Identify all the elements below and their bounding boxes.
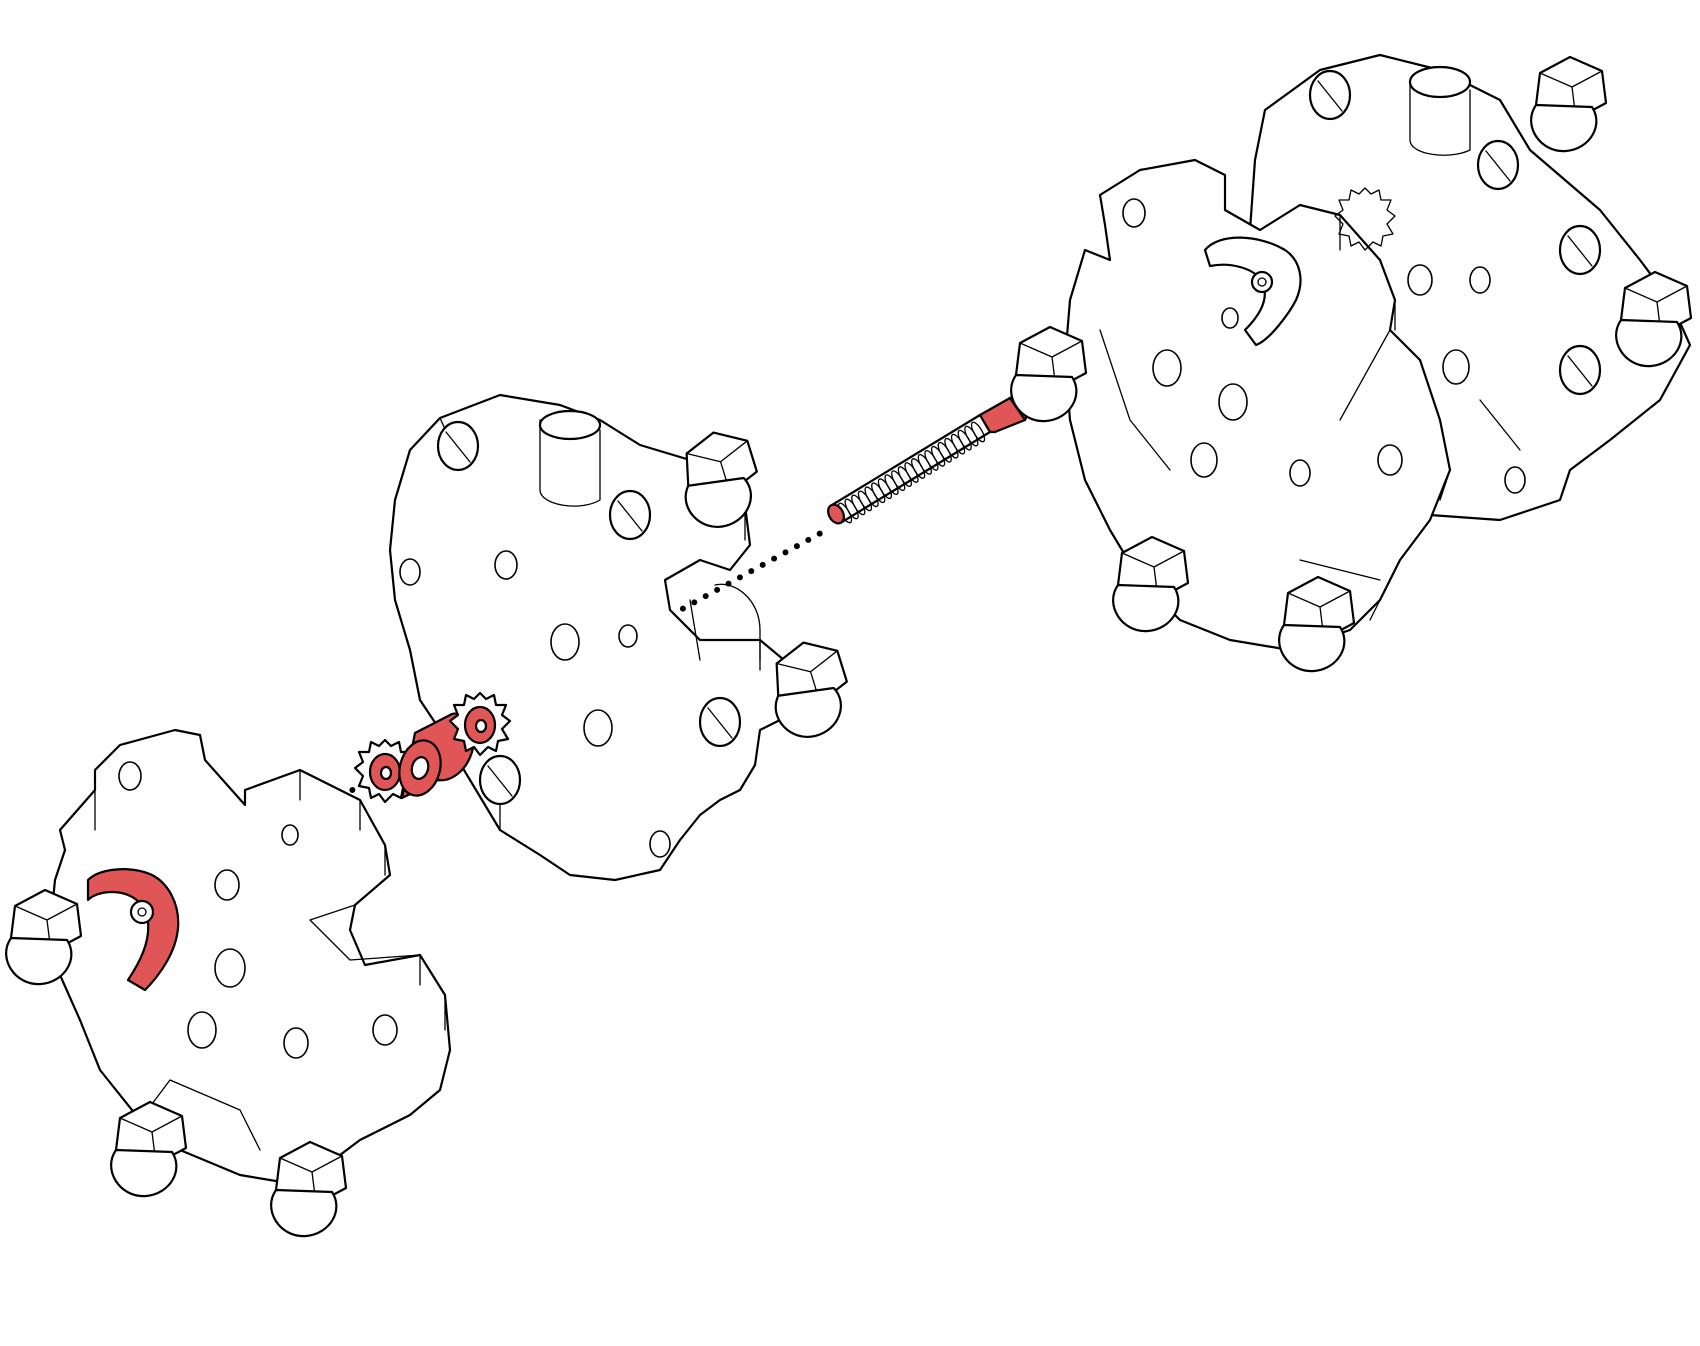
plate-hole	[214, 948, 246, 988]
rear-wheel-assembly	[1010, 53, 1693, 673]
plate-hole	[399, 558, 421, 586]
plate-hole	[372, 1014, 398, 1046]
plate-hole	[1407, 264, 1433, 296]
front-hub-plate	[5, 728, 452, 1238]
plate-hole	[649, 830, 671, 858]
plate-hole	[187, 1011, 217, 1049]
wing-nut	[86, 868, 180, 992]
wing-nut-outline	[1203, 236, 1302, 347]
screw-head	[1558, 224, 1602, 276]
plate-hole	[1122, 198, 1146, 228]
plate-hole	[1218, 383, 1248, 421]
screw-head	[698, 696, 742, 748]
plate-hole	[1377, 444, 1403, 476]
screw-head	[1476, 139, 1520, 191]
screw-head	[478, 754, 522, 806]
plate-hole	[283, 1027, 309, 1059]
plate-hole	[214, 869, 240, 901]
acorn-nut	[110, 1100, 188, 1198]
wing-nut-body	[86, 868, 180, 992]
plate-hole	[550, 623, 580, 661]
acorn-nut	[270, 1140, 348, 1238]
plate-hole	[618, 624, 638, 648]
screw-head	[1558, 344, 1602, 396]
plate-hole	[1190, 442, 1218, 478]
acorn-nut	[1530, 55, 1608, 153]
screw-head	[436, 420, 480, 472]
plate-hole	[583, 709, 613, 747]
plate-hole	[1221, 307, 1239, 329]
acorn-nut	[764, 635, 857, 744]
plate-hole	[1152, 349, 1182, 387]
middle-hub-plate	[388, 393, 857, 882]
plate-hole	[281, 824, 299, 846]
plate-hole	[118, 761, 142, 791]
plate-hole	[1289, 459, 1311, 487]
plate-hole	[1469, 266, 1491, 294]
star-washer-rear	[448, 691, 512, 757]
threaded-axle-rod	[827, 386, 1034, 525]
acorn-nut	[1278, 575, 1356, 673]
star-washer-outline	[1334, 187, 1396, 251]
plate-hole	[494, 550, 518, 580]
screw-head	[1308, 69, 1352, 121]
plate-hole	[1442, 349, 1470, 385]
plate-hole	[1504, 466, 1526, 494]
screw-head	[608, 489, 652, 541]
rod-thread	[970, 421, 986, 443]
